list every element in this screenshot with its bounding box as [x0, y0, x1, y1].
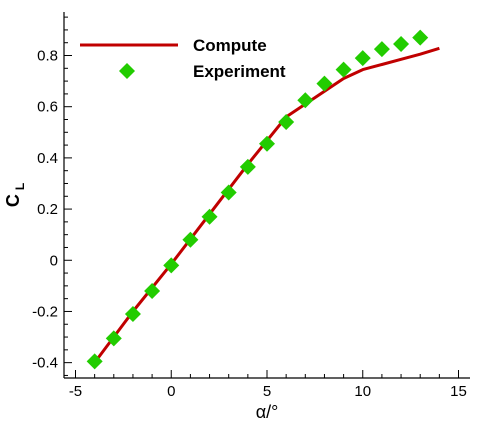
- legend-experiment-label: Experiment: [193, 62, 286, 81]
- x-tick-label: 5: [263, 383, 271, 400]
- experiment-point: [163, 257, 180, 274]
- y-tick-label: 0.4: [37, 150, 58, 167]
- y-tick-label: 0.8: [37, 48, 58, 65]
- experiment-point: [297, 92, 314, 109]
- y-tick-label: 0.2: [37, 201, 58, 218]
- x-tick-label: -5: [69, 383, 82, 400]
- y-tick-label: -0.4: [32, 355, 58, 372]
- experiment-point: [259, 135, 275, 152]
- experiment-point: [220, 184, 237, 201]
- y-axis-label: C L: [3, 183, 27, 207]
- y-axis-label-subscript: L: [13, 183, 27, 190]
- x-tick-label: 15: [450, 383, 467, 400]
- experiment-point: [86, 353, 103, 370]
- experiment-point: [182, 231, 199, 248]
- compute-series-line: [93, 46, 440, 364]
- x-tick-label: 0: [167, 383, 175, 400]
- x-axis-label: α/°: [256, 402, 279, 422]
- y-tick-label: 0: [50, 252, 58, 269]
- experiment-point: [144, 282, 161, 299]
- experiment-point: [412, 29, 429, 46]
- experiment-point: [124, 306, 141, 323]
- experiment-point: [278, 114, 295, 131]
- legend-compute-label: Compute: [193, 36, 267, 55]
- experiment-point: [393, 35, 410, 52]
- experiment-point: [335, 61, 352, 78]
- experiment-point: [201, 208, 218, 225]
- experiment-point: [105, 330, 122, 347]
- x-tick-label: 10: [354, 383, 371, 400]
- experiment-point: [239, 158, 256, 175]
- legend-experiment-marker: [119, 63, 135, 79]
- y-axis-label-main: C: [3, 194, 23, 207]
- y-tick-label: 0.6: [37, 99, 58, 116]
- experiment-point: [354, 50, 371, 67]
- experiment-point: [316, 75, 333, 92]
- y-tick-label: -0.2: [32, 303, 58, 320]
- experiment-point: [373, 41, 390, 58]
